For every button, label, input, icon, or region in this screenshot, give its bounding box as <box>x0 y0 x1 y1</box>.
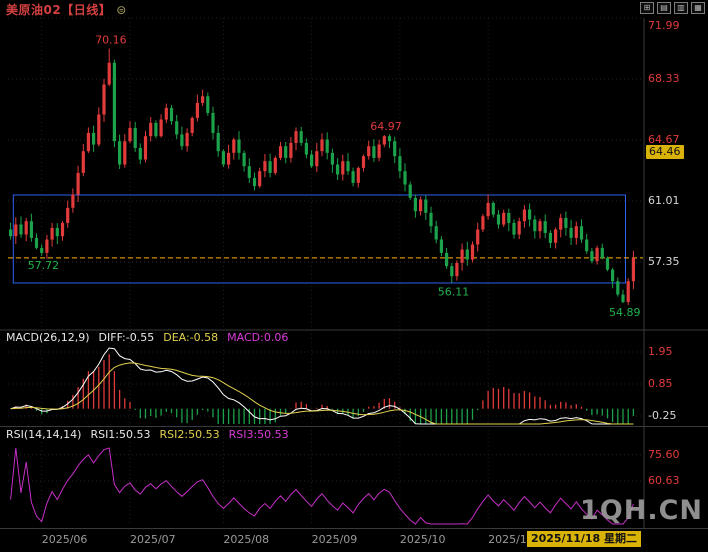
rsi-header: RSI(14,14,14) RSI1:50.53 RSI2:50.53 RSI3:5… <box>6 428 289 441</box>
rsi-indicator-name[interactable]: RSI(14,14,14) <box>6 428 82 441</box>
watermark: 1QH.CN <box>579 495 703 526</box>
macd-header: MACD(26,12,9) DIFF:-0.55 DEA:-0.58 MACD:0.… <box>6 331 288 344</box>
chart-link-icon[interactable]: ⊜ <box>116 2 127 17</box>
layout-icon-3[interactable]: ▥ <box>674 2 688 14</box>
macd-diff-line <box>10 347 634 425</box>
macd-value-2: DEA:-0.58 <box>163 331 219 344</box>
price-annotation: 57.72 <box>28 259 60 272</box>
rsi-line <box>10 447 634 525</box>
instrument-title: 美原油02【日线】 <box>6 3 112 17</box>
rsi-value-3: RSI3:50.53 <box>228 428 289 441</box>
current-date-tag: 2025/11/18 星期二 <box>527 531 641 547</box>
macd-value-1: DIFF:-0.55 <box>98 331 155 344</box>
titlebar: 美原油02【日线】 ⊜ <box>6 1 126 18</box>
rsi-value-2: RSI2:50.53 <box>159 428 220 441</box>
macd-indicator-name[interactable]: MACD(26,12,9) <box>6 331 90 344</box>
macd-dea-line <box>10 362 634 425</box>
price-annotation: 54.89 <box>609 306 641 319</box>
price-annotation: 70.16 <box>95 34 127 47</box>
price-annotation: 56.11 <box>438 286 470 299</box>
layout-toolbar: ⊞ ▤ ▥ ▦ <box>640 2 705 14</box>
macd-value-3: MACD:0.06 <box>227 331 289 344</box>
rsi-value-1: RSI1:50.53 <box>90 428 151 441</box>
layout-icon-2[interactable]: ▤ <box>657 2 671 14</box>
layout-icon-4[interactable]: ▦ <box>691 2 705 14</box>
layout-icon-1[interactable]: ⊞ <box>640 2 654 14</box>
range-box-drawing[interactable] <box>12 194 627 284</box>
price-annotation: 64.97 <box>370 120 402 133</box>
